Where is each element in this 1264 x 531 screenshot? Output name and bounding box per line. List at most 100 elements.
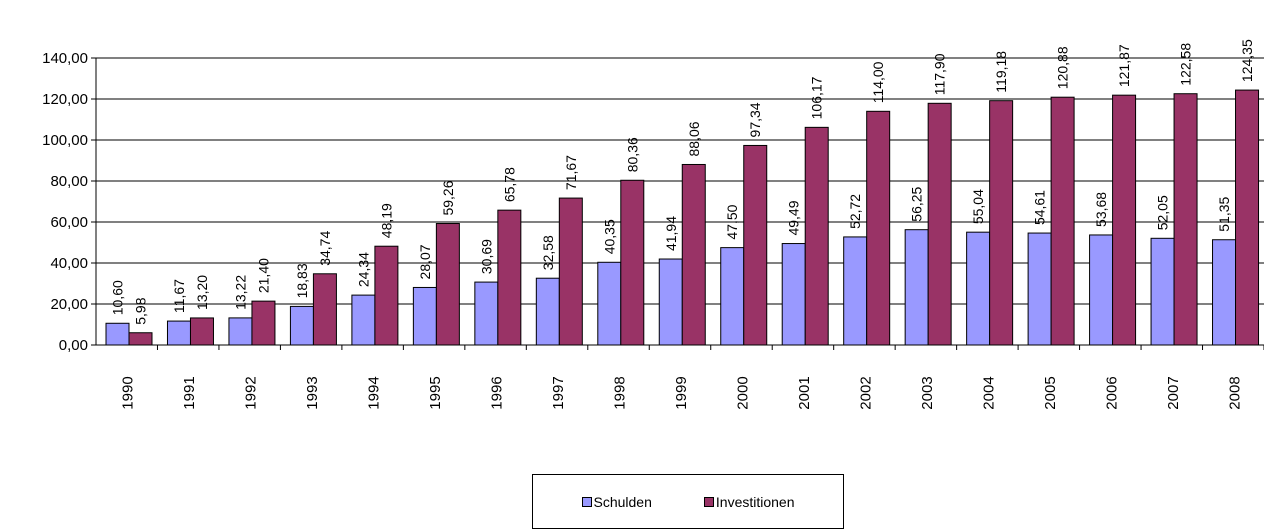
data-label-schulden: 13,22 (232, 275, 248, 310)
data-label-investitionen: 13,20 (194, 275, 210, 310)
data-label-schulden: 53,68 (1093, 192, 1109, 227)
data-label-investitionen: 48,19 (378, 203, 394, 238)
data-label-schulden: 11,67 (171, 279, 187, 313)
y-tick-label: 80,00 (50, 173, 88, 190)
bar-investitionen (129, 333, 152, 345)
x-tick-label: 1991 (181, 376, 198, 409)
bar-investitionen (805, 127, 828, 345)
legend-swatch-schulden (582, 497, 592, 507)
y-tick-label: 140,00 (42, 50, 88, 67)
data-label-investitionen: 120,88 (1055, 46, 1071, 89)
x-tick-label: 2001 (796, 376, 813, 409)
data-label-schulden: 18,83 (294, 263, 310, 298)
x-tick-label: 2005 (1042, 376, 1059, 409)
bar-schulden (844, 237, 867, 345)
data-label-investitionen: 71,67 (563, 155, 579, 190)
data-label-schulden: 49,49 (786, 200, 802, 235)
bar-schulden (1090, 235, 1113, 345)
data-label-investitionen: 80,36 (624, 137, 640, 172)
bar-schulden (659, 259, 682, 345)
bar-investitionen (928, 103, 951, 345)
bar-investitionen (990, 101, 1013, 345)
bar-schulden (967, 232, 990, 345)
bar-schulden (721, 248, 744, 345)
y-tick-label: 0,00 (59, 337, 88, 354)
x-tick-label: 2008 (1226, 376, 1243, 409)
data-label-investitionen: 122,58 (1178, 43, 1194, 86)
bar-schulden (413, 287, 436, 345)
data-label-investitionen: 124,35 (1239, 39, 1255, 82)
bar-investitionen (313, 274, 336, 345)
bar-schulden (598, 262, 621, 345)
bar-schulden (1151, 238, 1174, 345)
data-label-investitionen: 119,18 (993, 51, 1009, 93)
x-tick-label: 1993 (304, 376, 321, 409)
y-tick-label: 60,00 (50, 214, 88, 231)
data-label-investitionen: 117,90 (932, 53, 948, 95)
y-tick-label: 120,00 (42, 91, 88, 108)
data-label-investitionen: 59,26 (440, 180, 456, 215)
x-tick-label: 2003 (919, 376, 936, 409)
bar-schulden (352, 295, 375, 345)
bar-investitionen (744, 145, 767, 345)
data-label-schulden: 54,61 (1032, 190, 1048, 225)
data-label-schulden: 52,05 (1155, 195, 1171, 230)
bar-investitionen (559, 198, 582, 345)
bar-investitionen (1051, 97, 1074, 345)
legend-label-investitionen: Investitionen (716, 494, 795, 510)
data-label-investitionen: 5,98 (133, 297, 149, 324)
data-label-schulden: 40,35 (601, 219, 617, 254)
legend-label-schulden: Schulden (594, 494, 652, 510)
data-label-investitionen: 121,87 (1116, 44, 1132, 87)
legend-swatch-investitionen (704, 497, 714, 507)
bar-schulden (106, 323, 129, 345)
x-tick-label: 2007 (1165, 376, 1182, 409)
x-tick-label: 1994 (366, 376, 383, 409)
bar-schulden (1028, 233, 1051, 345)
data-label-schulden: 32,58 (540, 235, 556, 270)
x-tick-label: 1992 (243, 376, 260, 409)
data-label-schulden: 55,04 (970, 189, 986, 224)
bar-investitionen (498, 210, 521, 345)
data-label-schulden: 10,60 (110, 280, 126, 315)
x-tick-label: 1999 (673, 376, 690, 409)
bar-schulden (536, 278, 559, 345)
x-tick-label: 1990 (120, 376, 137, 409)
bar-schulden (1213, 240, 1236, 345)
bar-schulden (167, 321, 190, 345)
x-tick-label: 2000 (734, 376, 751, 409)
data-label-investitionen: 97,34 (747, 102, 763, 137)
data-label-investitionen: 65,78 (501, 167, 517, 202)
data-label-schulden: 24,34 (355, 252, 371, 287)
x-tick-label: 2006 (1103, 376, 1120, 409)
bar-investitionen (252, 301, 275, 345)
chart-legend: Schulden Investitionen (532, 474, 844, 529)
data-label-schulden: 51,35 (1216, 196, 1232, 231)
x-tick-label: 1998 (612, 376, 629, 409)
data-label-investitionen: 88,06 (686, 121, 702, 156)
x-tick-label: 1997 (550, 376, 567, 409)
y-tick-label: 20,00 (50, 296, 88, 313)
data-label-schulden: 41,94 (663, 216, 679, 251)
data-label-investitionen: 21,40 (255, 258, 271, 293)
bar-schulden (905, 230, 928, 345)
bar-investitionen (1174, 94, 1197, 345)
bar-schulden (290, 306, 313, 345)
bar-investitionen (682, 164, 705, 345)
data-label-schulden: 30,69 (478, 239, 494, 274)
bar-schulden (229, 318, 252, 345)
x-tick-label: 2002 (857, 376, 874, 409)
bar-investitionen (1113, 95, 1136, 345)
bar-schulden (475, 282, 498, 345)
y-tick-label: 100,00 (42, 132, 88, 149)
bar-investitionen (190, 318, 213, 345)
legend-item-schulden: Schulden (582, 494, 652, 510)
data-label-investitionen: 106,17 (809, 76, 825, 119)
bar-schulden (782, 244, 805, 345)
legend-item-investitionen: Investitionen (704, 494, 795, 510)
bar-investitionen (436, 224, 459, 345)
data-label-schulden: 47,50 (724, 204, 740, 239)
y-tick-label: 40,00 (50, 255, 88, 272)
bar-investitionen (375, 246, 398, 345)
